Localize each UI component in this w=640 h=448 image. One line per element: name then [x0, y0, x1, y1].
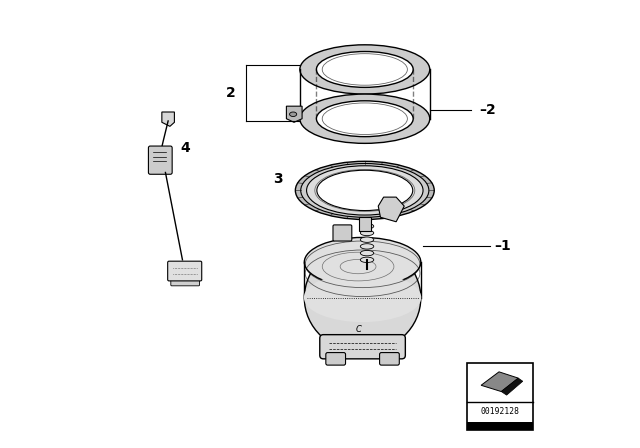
Bar [467, 422, 533, 430]
Ellipse shape [301, 164, 429, 217]
Ellipse shape [289, 112, 297, 116]
Ellipse shape [304, 273, 421, 322]
Polygon shape [378, 197, 404, 222]
Polygon shape [481, 372, 518, 392]
Polygon shape [501, 378, 523, 395]
Ellipse shape [300, 45, 430, 94]
Ellipse shape [316, 52, 413, 87]
Text: 4: 4 [180, 141, 191, 155]
Ellipse shape [360, 257, 374, 263]
Text: 00192128: 00192128 [481, 407, 520, 417]
Ellipse shape [316, 101, 413, 137]
Ellipse shape [317, 170, 413, 211]
Ellipse shape [305, 237, 421, 287]
FancyBboxPatch shape [326, 353, 346, 365]
Polygon shape [287, 106, 302, 122]
Bar [467, 363, 533, 430]
Ellipse shape [307, 166, 423, 215]
Ellipse shape [296, 161, 435, 220]
Ellipse shape [360, 237, 374, 242]
Ellipse shape [360, 224, 374, 229]
Ellipse shape [360, 250, 374, 256]
Ellipse shape [305, 244, 421, 352]
FancyBboxPatch shape [320, 335, 405, 359]
Ellipse shape [300, 94, 430, 143]
FancyBboxPatch shape [168, 261, 202, 281]
FancyBboxPatch shape [380, 353, 399, 365]
Ellipse shape [360, 230, 374, 236]
Ellipse shape [360, 244, 374, 249]
FancyBboxPatch shape [333, 225, 352, 241]
Text: C: C [355, 325, 361, 335]
FancyBboxPatch shape [148, 146, 172, 174]
Bar [358, 217, 371, 231]
FancyBboxPatch shape [171, 278, 200, 286]
Text: 3: 3 [273, 172, 282, 186]
Text: 2: 2 [225, 86, 236, 100]
Text: –2: –2 [479, 103, 496, 117]
Polygon shape [162, 112, 174, 126]
Text: –1: –1 [495, 239, 511, 254]
